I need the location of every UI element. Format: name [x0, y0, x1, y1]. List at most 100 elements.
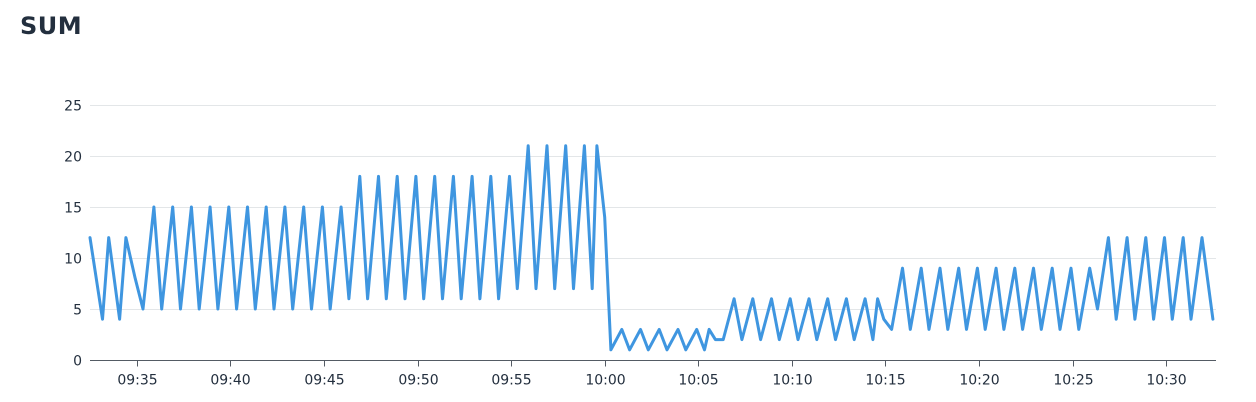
data-point	[770, 297, 773, 300]
x-tick-label: 10:15	[865, 373, 905, 389]
data-point	[871, 338, 874, 341]
data-point	[1051, 267, 1054, 270]
x-tick-label: 09:45	[304, 373, 344, 389]
data-point	[152, 206, 155, 209]
data-point	[658, 328, 661, 331]
data-point	[358, 175, 361, 178]
data-point	[628, 348, 631, 351]
data-point	[265, 206, 268, 209]
data-point	[142, 308, 145, 311]
x-tick-label: 10:25	[1053, 373, 1093, 389]
data-point	[733, 297, 736, 300]
data-point	[1096, 308, 1099, 311]
data-point	[471, 175, 474, 178]
data-point	[826, 297, 829, 300]
data-point	[666, 348, 669, 351]
data-point	[414, 175, 417, 178]
data-point	[385, 297, 388, 300]
x-axis: 09:35 09:40 09:45 09:50 09:55 10:00 10:05 10:10…	[90, 360, 1216, 389]
data-point	[834, 338, 837, 341]
data-point	[1070, 267, 1073, 270]
data-point	[535, 287, 538, 290]
data-point	[340, 206, 343, 209]
data-point	[179, 308, 182, 311]
data-point	[708, 328, 711, 331]
data-point	[209, 206, 212, 209]
data-point	[882, 318, 885, 321]
data-point	[1115, 318, 1118, 321]
data-point	[564, 144, 567, 147]
data-point	[1021, 328, 1024, 331]
data-point	[1107, 236, 1110, 239]
data-point	[1088, 267, 1091, 270]
data-point	[246, 206, 249, 209]
x-tick-label: 10:30	[1146, 373, 1186, 389]
data-point	[89, 236, 92, 239]
data-point	[171, 206, 174, 209]
data-point	[160, 308, 163, 311]
data-point	[808, 297, 811, 300]
data-point	[695, 328, 698, 331]
data-point	[478, 297, 481, 300]
data-point	[283, 206, 286, 209]
data-point	[1077, 328, 1080, 331]
data-point	[198, 308, 201, 311]
data-point	[190, 206, 193, 209]
y-axis: 0 5 10 15 20 25	[64, 99, 82, 370]
series-line	[88, 144, 1215, 352]
data-point	[235, 308, 238, 311]
data-point	[583, 144, 586, 147]
y-tick-label: 10	[64, 252, 82, 268]
x-tick-label: 10:10	[772, 373, 812, 389]
data-point	[591, 287, 594, 290]
x-tick-label: 10:05	[678, 373, 718, 389]
data-point	[273, 308, 276, 311]
y-tick-label: 20	[64, 150, 82, 166]
data-point	[216, 308, 219, 311]
data-point	[722, 338, 725, 341]
data-point	[703, 348, 706, 351]
data-point	[1190, 318, 1193, 321]
data-point	[976, 267, 979, 270]
data-point	[740, 338, 743, 341]
data-point	[595, 144, 598, 147]
data-point	[527, 144, 530, 147]
data-point	[751, 297, 754, 300]
data-point	[909, 328, 912, 331]
data-point	[677, 328, 680, 331]
data-point	[497, 297, 500, 300]
data-point	[1059, 328, 1062, 331]
data-point	[1152, 318, 1155, 321]
data-point	[759, 338, 762, 341]
data-point	[1002, 328, 1005, 331]
x-tick-label: 10:00	[585, 373, 625, 389]
data-point	[460, 297, 463, 300]
data-point	[254, 308, 257, 311]
y-tick-label: 15	[64, 201, 82, 217]
data-point	[1040, 328, 1043, 331]
panel-title: SUM	[20, 12, 83, 40]
data-point	[939, 267, 942, 270]
data-point	[714, 338, 717, 341]
x-tick-label: 09:40	[210, 373, 250, 389]
data-point	[118, 318, 121, 321]
data-point	[845, 297, 848, 300]
data-point	[508, 175, 511, 178]
data-point	[134, 277, 137, 280]
data-point	[876, 297, 879, 300]
data-point	[984, 328, 987, 331]
data-point	[1182, 236, 1185, 239]
data-point	[797, 338, 800, 341]
data-point	[1126, 236, 1129, 239]
data-point	[347, 297, 350, 300]
data-point	[516, 287, 519, 290]
data-point	[853, 338, 856, 341]
data-point	[441, 297, 444, 300]
data-point	[302, 206, 305, 209]
data-point	[901, 267, 904, 270]
series-layer	[88, 144, 1215, 352]
y-tick-label: 25	[64, 99, 82, 115]
x-tick-label: 09:35	[117, 373, 157, 389]
data-point	[620, 328, 623, 331]
data-point	[310, 308, 313, 311]
